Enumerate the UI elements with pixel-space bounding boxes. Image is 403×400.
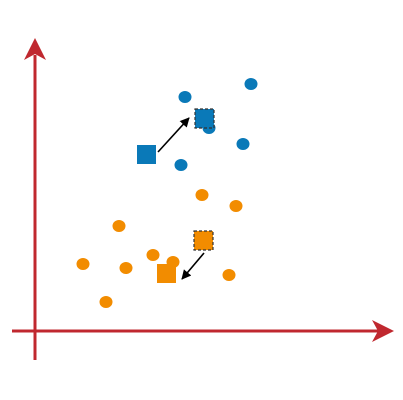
point xyxy=(174,159,188,171)
old-centroid xyxy=(193,230,214,251)
point xyxy=(236,138,250,150)
y-axis-arrowhead xyxy=(24,38,46,60)
point xyxy=(76,258,90,270)
point xyxy=(244,78,258,90)
point xyxy=(112,220,126,232)
point xyxy=(99,296,113,308)
point xyxy=(229,200,243,212)
point xyxy=(222,269,236,281)
new-centroid xyxy=(194,108,215,129)
point xyxy=(119,262,133,274)
move-arrow xyxy=(181,252,205,280)
move-arrow xyxy=(157,117,190,153)
x-axis-arrowhead xyxy=(372,320,394,342)
point xyxy=(195,189,209,201)
centroid-moves xyxy=(157,117,205,280)
point xyxy=(146,249,160,261)
point xyxy=(178,91,192,103)
orange-cluster xyxy=(76,189,243,308)
blue-cluster xyxy=(137,78,258,171)
old-centroid xyxy=(137,145,156,164)
axes xyxy=(12,38,394,360)
new-centroid xyxy=(157,264,176,283)
